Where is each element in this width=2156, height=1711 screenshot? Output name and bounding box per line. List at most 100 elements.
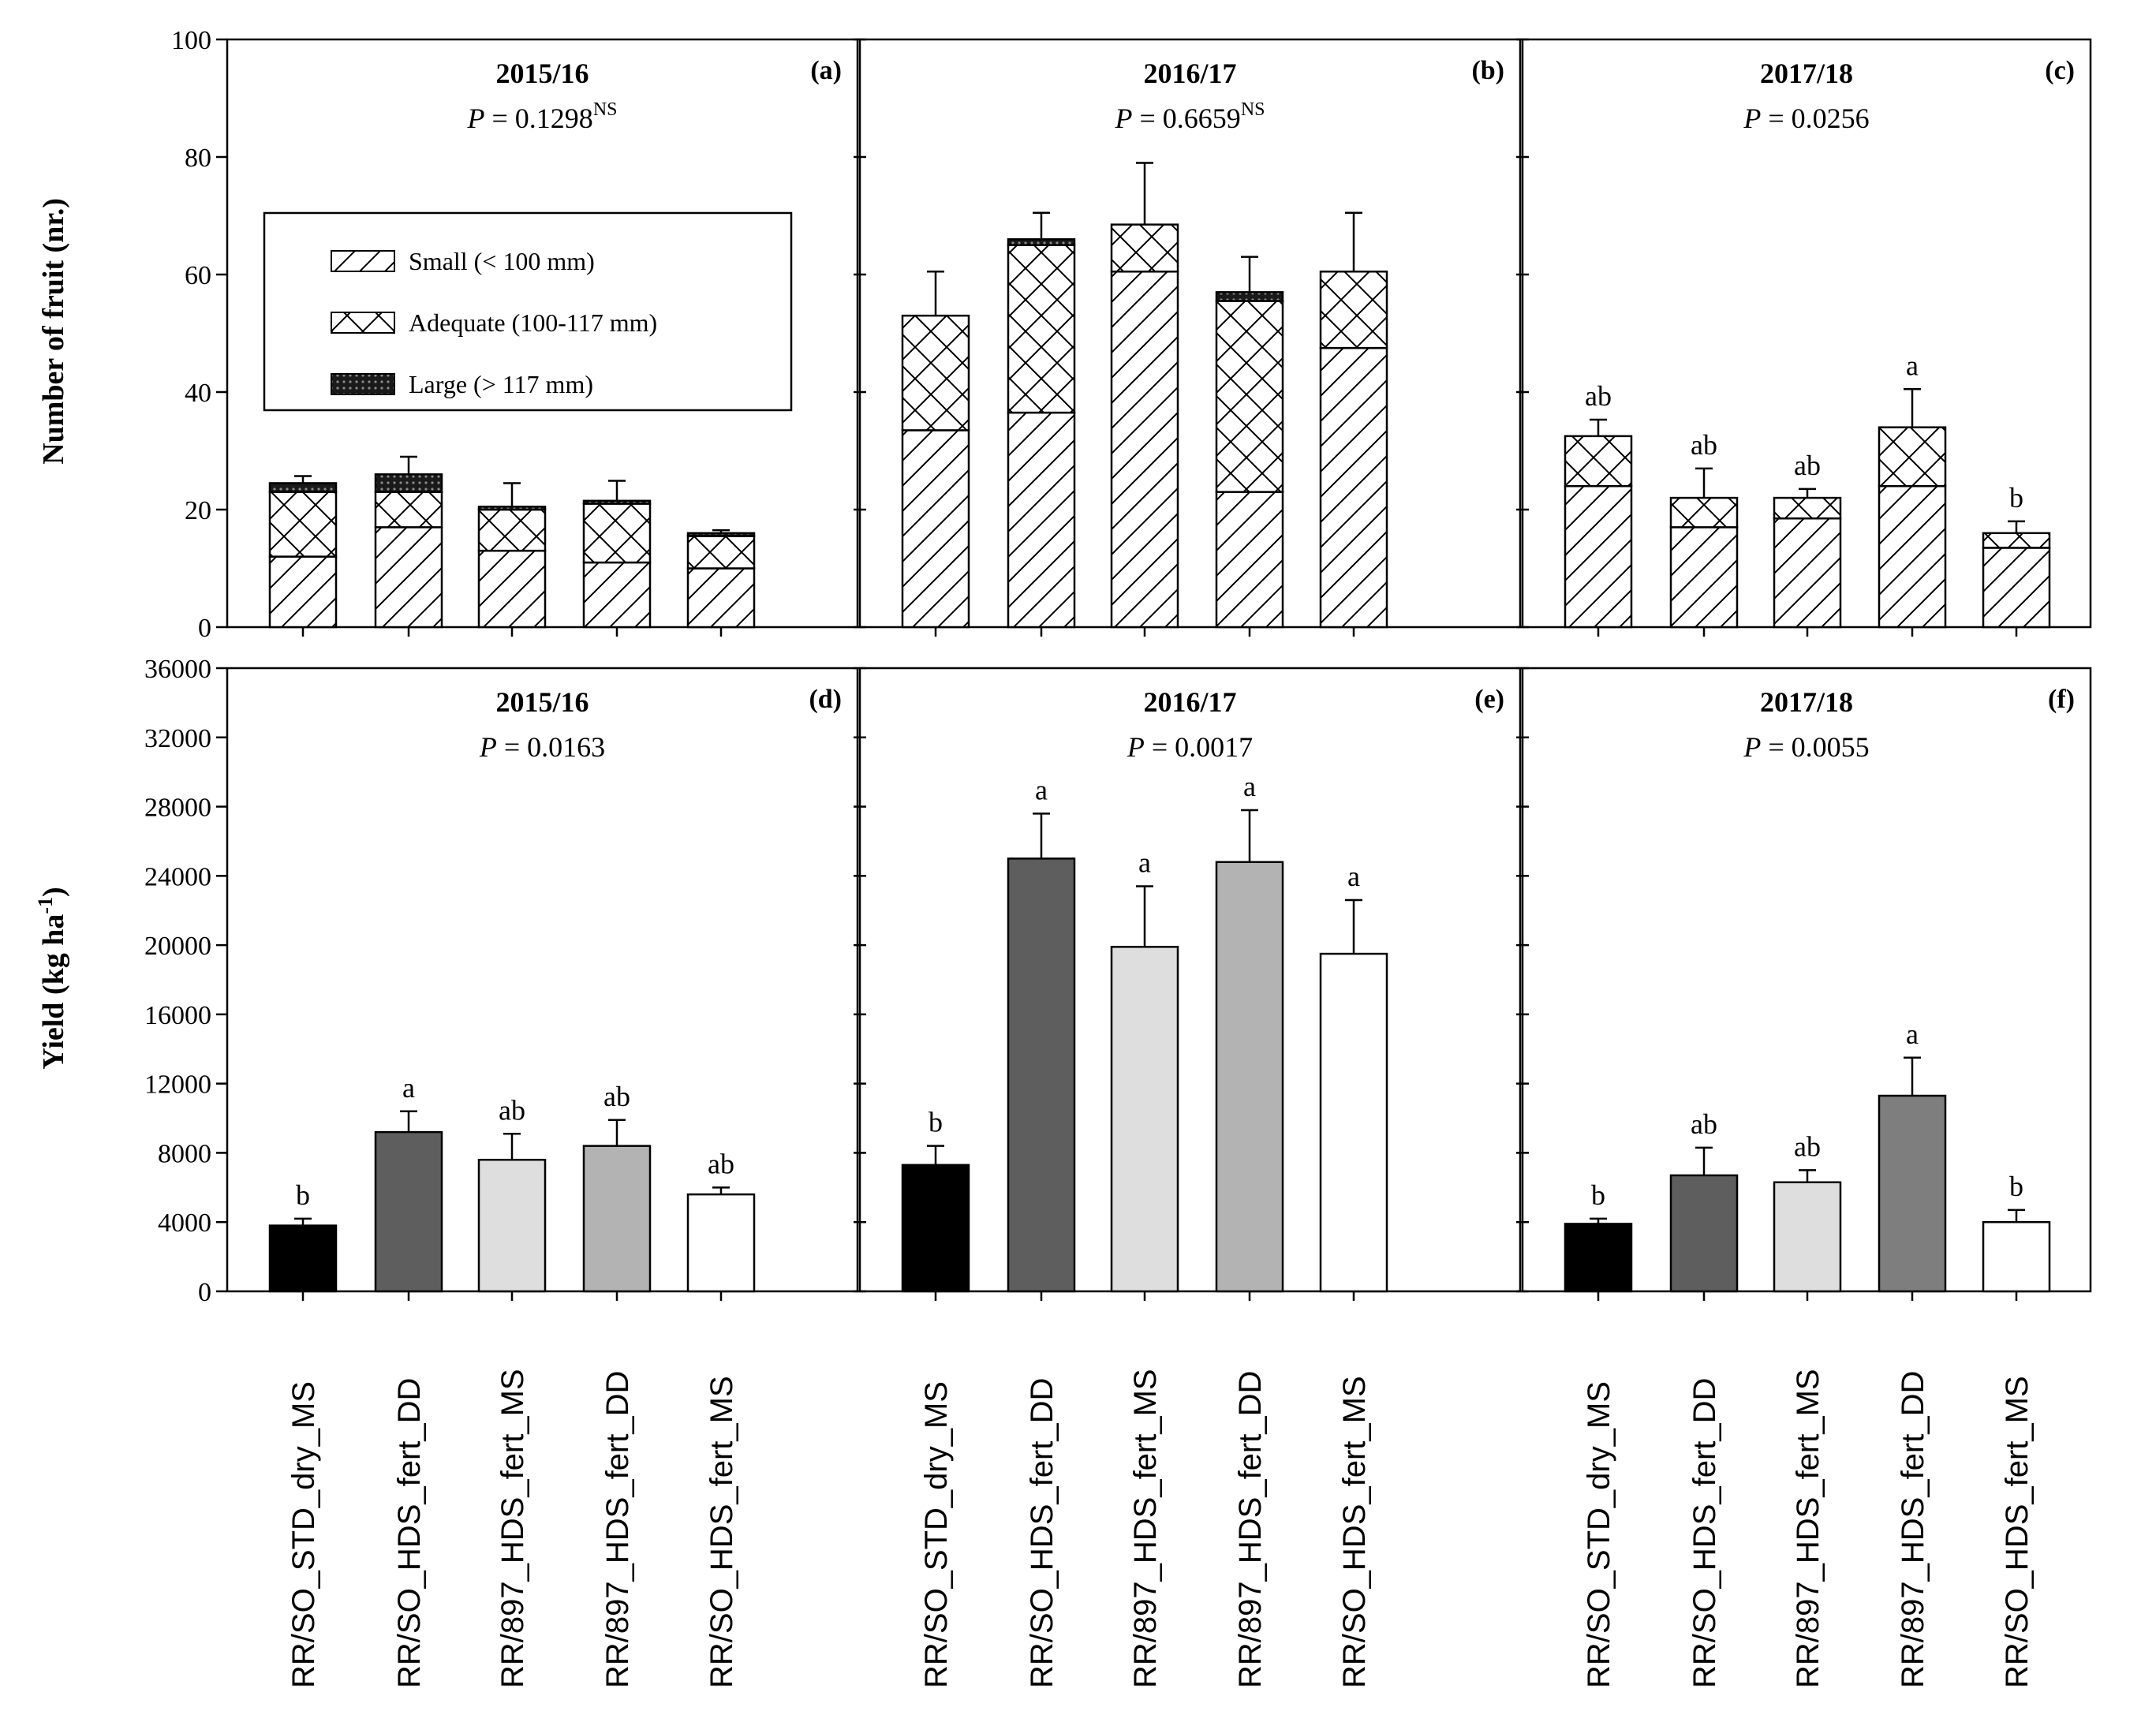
- bottom-panel-3-category-label: RR/897_HDS_fert_DD: [1896, 1371, 1930, 1688]
- top-panel-3-bar-small: [1669, 526, 1739, 629]
- bottom-panel-2-bar: [1007, 857, 1076, 1293]
- top-panel-2-bar-adequate: [1007, 244, 1076, 414]
- bottom-panel-2-title: 2016/17: [1143, 686, 1236, 718]
- bottom-panel-1-bar: [374, 1130, 443, 1293]
- top-panel-1-bar-large: [268, 482, 338, 493]
- top-panel-2-bar-small: [1007, 411, 1076, 629]
- bottom-panel-3-category-label: RR/897_HDS_fert_MS: [1791, 1369, 1825, 1688]
- top-panel-3-bar-adequate: [1564, 435, 1633, 488]
- top-panel-2-bar-adequate: [901, 314, 970, 431]
- top-panel-1-y-tick-label: 100: [171, 26, 211, 55]
- bottom-y-axis-label: Yield (kg ha-1): [34, 887, 70, 1069]
- top-panel-1-bar-small: [686, 567, 756, 629]
- bottom-panel-3-bar: [1982, 1220, 2051, 1293]
- top-panel-2-title: 2016/17: [1143, 58, 1236, 89]
- bottom-panel-3-sig-letter: ab: [1691, 1108, 1717, 1140]
- plot-area: 0 20 40 60 80 100 2015/16 P = 0.1298NS (a) 2016/1…: [144, 26, 2092, 1307]
- top-panel-1-y-tick-label: 60: [185, 261, 211, 290]
- bottom-panel-3-bar: [1773, 1181, 1842, 1293]
- top-panel-1-bar-large: [582, 499, 652, 505]
- top-panel-1-bar-large: [686, 532, 756, 537]
- bottom-panel-3-sig-letter: b: [2009, 1171, 2023, 1202]
- top-panel-3-bar-small: [1982, 547, 2051, 629]
- bottom-panel-1-category-label: RR/SO_HDS_fert_MS: [704, 1376, 739, 1688]
- bottom-panel-1-y-tick-label: 36000: [144, 655, 211, 684]
- bottom-panel-2-sig-letter: a: [1035, 774, 1048, 805]
- top-panel-1-title: 2015/16: [495, 58, 589, 89]
- top-panel-2-bar-adequate: [1110, 223, 1179, 273]
- top-panel-2-bar-adequate: [1319, 271, 1388, 349]
- top-panel-2-bar-large: [1215, 291, 1284, 302]
- top-panel-1-letter: (a): [810, 56, 842, 85]
- bottom-panel-2-category-label: RR/897_HDS_fert_MS: [1128, 1369, 1163, 1688]
- top-panel-1-y-tick-label: 20: [185, 496, 211, 525]
- top-panel-2-bar-large: [1007, 238, 1076, 246]
- bottom-panel-2-bar: [1319, 952, 1388, 1293]
- bottom-panel-3-sig-letter: ab: [1794, 1130, 1821, 1162]
- top-panel-2-p-value: P = 0.6659NS: [1115, 99, 1265, 134]
- top-panel-1-bar-adequate: [268, 491, 338, 558]
- top-panel-2-letter: (b): [1471, 56, 1504, 85]
- bottom-panel-3-category-label: RR/SO_STD_dry_MS: [1582, 1381, 1616, 1688]
- bottom-panel-3-sig-letter: b: [1591, 1179, 1605, 1211]
- top-panel-1-bar-adequate: [582, 502, 652, 564]
- bottom-panel-1-bar: [582, 1145, 652, 1293]
- legend: Small (< 100 mm) Adequate (100-117 mm) Lar…: [263, 211, 793, 412]
- bottom-panel-2-sig-letter: a: [1243, 771, 1256, 802]
- bottom-panel-2-letter: (e): [1474, 685, 1504, 714]
- bottom-panel-1-y-tick-label: 8000: [158, 1139, 211, 1168]
- bottom-panel-2-p-value: P = 0.0017: [1127, 731, 1253, 763]
- top-panel-1-bar-small: [582, 561, 652, 629]
- bottom-panel-1-category-label: RR/897_HDS_fert_DD: [600, 1371, 635, 1688]
- legend-label-adequate: Adequate (100-117 mm): [409, 308, 657, 337]
- top-panel-3-bar-small: [1878, 484, 1947, 629]
- bottom-panel-1-title: 2015/16: [495, 686, 589, 718]
- bottom-panel-2-sig-letter: b: [929, 1107, 943, 1138]
- bottom-panel-2-category-label: RR/897_HDS_fert_DD: [1233, 1371, 1268, 1688]
- bottom-panel-3-bar: [1878, 1094, 1947, 1293]
- bottom-panel-1-category-label: RR/SO_STD_dry_MS: [286, 1381, 321, 1688]
- top-panel-1-bar-adequate: [686, 535, 756, 570]
- bottom-panel-1-sig-letter: b: [296, 1179, 310, 1211]
- bottom-panel-1-bar: [477, 1158, 547, 1293]
- bottom-panel-1-y-tick-label: 24000: [144, 862, 211, 891]
- bottom-panel-3-bar: [1669, 1174, 1739, 1293]
- top-panel-2-frame: [858, 38, 1522, 629]
- bottom-panel-1-y-tick-label: 20000: [144, 932, 211, 961]
- bottom-panel-1-sig-letter: ab: [603, 1081, 630, 1112]
- top-panel-3-letter: (c): [2045, 56, 2075, 85]
- top-y-axis-label: Number of fruit (nr.): [37, 198, 70, 465]
- top-panel-2-bar-small: [1110, 271, 1179, 629]
- bottom-panel-1-y-tick-label: 32000: [144, 724, 211, 753]
- top-panel-1-y-tick-label: 80: [185, 144, 211, 173]
- bottom-panel-2-frame: [858, 667, 1522, 1293]
- bottom-panel-2-sig-letter: a: [1138, 847, 1151, 879]
- bottom-panel-1-y-tick-label: 28000: [144, 794, 211, 823]
- top-panel-3-p-value: P = 0.0256: [1743, 103, 1869, 134]
- top-panel-1-bar-large: [374, 473, 443, 493]
- top-panel-3-sig-letter: a: [1906, 349, 1919, 381]
- bottom-panel-3-letter: (f): [2048, 685, 2075, 714]
- bottom-panel-2-sig-letter: a: [1347, 861, 1360, 892]
- top-panel-3-title: 2017/18: [1760, 58, 1853, 89]
- legend-swatch-adequate: [331, 312, 395, 334]
- bottom-panel-2-category-label: RR/SO_HDS_fert_MS: [1337, 1376, 1372, 1688]
- bottom-panel-3-category-label: RR/SO_HDS_fert_MS: [2000, 1376, 2035, 1688]
- bottom-panel-3-sig-letter: a: [1906, 1018, 1919, 1050]
- bottom-panel-2-bar: [901, 1164, 970, 1293]
- top-panel-1-bar-small: [477, 549, 547, 629]
- top-panel-1-bar-large: [477, 506, 547, 511]
- bottom-panel-2-category-label: RR/SO_HDS_fert_DD: [1025, 1378, 1059, 1688]
- top-panel-3-bar-adequate: [1669, 496, 1739, 529]
- top-panel-1-p-value: P = 0.1298NS: [467, 99, 618, 134]
- top-panel-3-sig-letter: ab: [1585, 380, 1612, 412]
- top-panel-2-bar-adequate: [1215, 300, 1284, 493]
- top-panel-1-bar-adequate: [477, 508, 547, 552]
- bottom-panel-1-sig-letter: a: [402, 1072, 415, 1104]
- bottom-panel-1-bar: [686, 1193, 756, 1293]
- top-panel-2-bar-small: [901, 429, 970, 629]
- top-panel-3-bar-small: [1773, 517, 1842, 629]
- legend-label-small: Small (< 100 mm): [409, 247, 595, 275]
- top-panel-3-bar-adequate: [1773, 496, 1842, 520]
